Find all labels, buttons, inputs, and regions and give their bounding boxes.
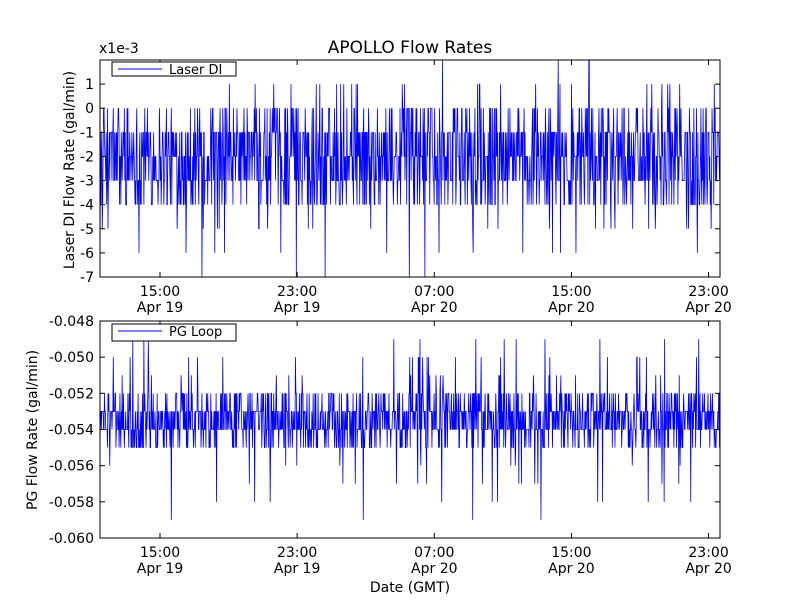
x-axis-label: Date (GMT) <box>370 580 450 596</box>
pg-loop-series-line <box>100 339 720 520</box>
x-tick-label-time: 23:00 <box>688 284 728 300</box>
y-tick-label: -3 <box>80 174 94 190</box>
laser-di-subplot: APOLLO Flow Rates x1e-3 Laser DI Flow Ra… <box>62 38 732 316</box>
y-tick-label: -0.058 <box>49 495 94 511</box>
laser-di-legend-label: Laser DI <box>169 63 222 78</box>
y-tick-label: -7 <box>80 270 94 286</box>
x-tick-label-date: Apr 20 <box>685 300 731 316</box>
series-line-pg-loop <box>100 339 720 520</box>
y-tick-label: 0 <box>85 101 94 117</box>
pg-loop-legend-label: PG Loop <box>169 325 222 340</box>
y-scale-note: x1e-3 <box>99 41 139 57</box>
pg-loop-legend-box <box>111 323 237 342</box>
y-tick-label: -0.054 <box>49 423 94 439</box>
y-tick-label: -2 <box>80 149 94 165</box>
laser-di-y-ticks: 1 0 -1 -2 -3 -4 -5 -6 -7 <box>80 77 720 286</box>
pg-loop-subplot: PG Flow Rate (gal/min) Date (GMT) -0.048… <box>25 314 732 596</box>
x-tick-label-time: 07:00 <box>414 284 454 300</box>
y-tick-label: -6 <box>80 246 94 262</box>
laser-di-legend: Laser DI <box>111 61 237 78</box>
pg-loop-legend: PG Loop <box>111 323 237 342</box>
x-tick-label-date: Apr 20 <box>548 561 594 577</box>
laser-di-legend-box <box>111 61 237 77</box>
x-tick-label-date: Apr 20 <box>411 561 457 577</box>
chart-title: APOLLO Flow Rates <box>328 38 493 58</box>
y-tick-label: -0.050 <box>49 350 94 366</box>
laser-di-series-line <box>100 60 720 277</box>
x-tick-label-time: 15:00 <box>140 545 180 561</box>
x-tick-label-date: Apr 19 <box>274 300 320 316</box>
y-tick-label: -0.060 <box>49 531 94 547</box>
y-tick-label: -0.048 <box>49 314 94 330</box>
x-tick-label-date: Apr 20 <box>548 300 594 316</box>
y-tick-label: -5 <box>80 222 94 238</box>
x-tick-label-time: 23:00 <box>277 284 317 300</box>
x-tick-label-date: Apr 19 <box>274 561 320 577</box>
x-tick-label-date: Apr 20 <box>411 300 457 316</box>
x-tick-label-time: 23:00 <box>277 545 317 561</box>
x-tick-label-time: 15:00 <box>140 284 180 300</box>
y-tick-label: 1 <box>85 77 94 93</box>
x-tick-label-time: 15:00 <box>551 545 591 561</box>
pg-y-ticks: -0.048 -0.050 -0.052 -0.054 -0.056 -0.058 -0.0… <box>49 314 720 547</box>
x-tick-label-date: Apr 20 <box>685 561 731 577</box>
y-tick-label: -1 <box>80 125 94 141</box>
pg-y-axis-label: PG Flow Rate (gal/min) <box>25 350 41 510</box>
laser-di-y-axis-label: Laser DI Flow Rate (gal/min) <box>62 71 78 269</box>
y-tick-label: -0.052 <box>49 386 94 402</box>
y-tick-label: -4 <box>80 198 94 214</box>
x-tick-label-date: Apr 19 <box>137 561 183 577</box>
x-tick-label-time: 07:00 <box>414 545 454 561</box>
pg-plot-frame <box>99 320 721 539</box>
laser-di-plot-frame <box>99 59 721 278</box>
x-tick-label-date: Apr 19 <box>137 300 183 316</box>
y-tick-label: -0.056 <box>49 459 94 475</box>
x-tick-label-time: 23:00 <box>688 545 728 561</box>
series-line-laser-di <box>100 60 720 277</box>
x-tick-label-time: 15:00 <box>551 284 591 300</box>
